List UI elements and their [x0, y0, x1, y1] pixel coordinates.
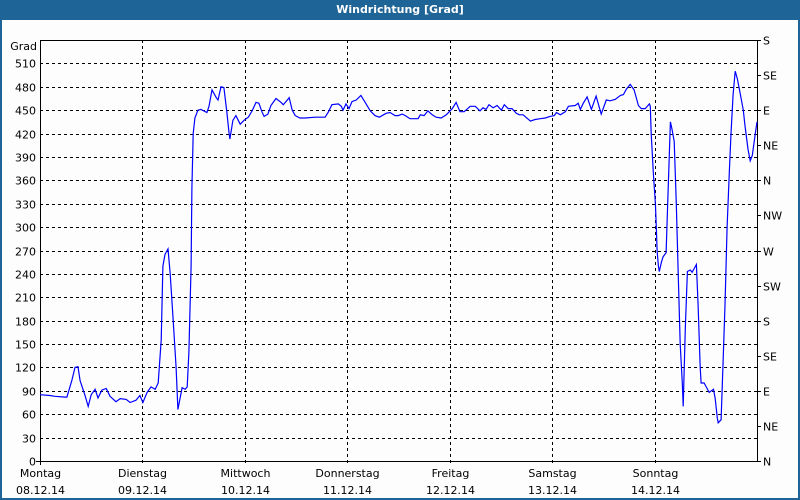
x-tick-date: 10.12.14: [221, 484, 270, 497]
y2-tick-label: N: [763, 175, 771, 188]
y2-tick-label: W: [763, 246, 774, 259]
y-tick-label: 300: [15, 222, 36, 235]
x-tick-day: Samstag: [528, 467, 576, 480]
y-tick-label: 120: [15, 362, 36, 375]
y2-tick-label: S: [763, 316, 770, 329]
y-axis-label: Grad: [10, 40, 37, 53]
x-tick-date: 12.12.14: [426, 484, 475, 497]
x-tick-day: Donnerstag: [315, 467, 379, 480]
x-tick-day: Sonntag: [633, 467, 679, 480]
y-tick-label: 450: [15, 105, 36, 118]
x-tick-date: 13.12.14: [528, 484, 577, 497]
y-tick-label: 330: [15, 199, 36, 212]
y-tick-label: 150: [15, 339, 36, 352]
y-tick-label: 270: [15, 246, 36, 259]
x-tick-day: Freitag: [432, 467, 470, 480]
x-tick-date: 09.12.14: [118, 484, 167, 497]
y-tick-label: 360: [15, 175, 36, 188]
x-tick-day: Montag: [20, 467, 61, 480]
y-tick-label: 60: [22, 409, 36, 422]
y-tick-label: 0: [29, 456, 36, 469]
y-tick-label: 240: [15, 269, 36, 282]
y-tick-label: 30: [22, 433, 36, 446]
y-tick-label: 180: [15, 316, 36, 329]
y-tick-label: 510: [15, 58, 36, 71]
wind-direction-line: [39, 71, 758, 425]
y2-tick-label: S: [763, 35, 770, 48]
x-tick-date: 08.12.14: [16, 484, 65, 497]
y-tick-label: 420: [15, 129, 36, 142]
x-tick-date: 11.12.14: [323, 484, 372, 497]
y2-tick-label: NW: [763, 210, 782, 223]
y2-tick-label: E: [763, 105, 770, 118]
chart-body: [2, 20, 798, 498]
y-tick-label: 390: [15, 152, 36, 165]
y2-tick-label: SE: [763, 70, 777, 83]
y2-tick-label: N: [763, 456, 771, 469]
y-tick-label: 210: [15, 292, 36, 305]
y2-tick-label: E: [763, 386, 770, 399]
y2-tick-label: SE: [763, 351, 777, 364]
y2-tick-label: NE: [763, 140, 778, 153]
x-tick-day: Dienstag: [118, 467, 167, 480]
x-tick-day: Mittwoch: [221, 467, 271, 480]
x-tick-date: 14.12.14: [631, 484, 680, 497]
y2-tick-label: SW: [763, 281, 781, 294]
window-title: Windrichtung [Grad]: [0, 0, 800, 20]
y2-tick-label: NE: [763, 421, 778, 434]
y-tick-label: 90: [22, 386, 36, 399]
y-tick-label: 480: [15, 82, 36, 95]
